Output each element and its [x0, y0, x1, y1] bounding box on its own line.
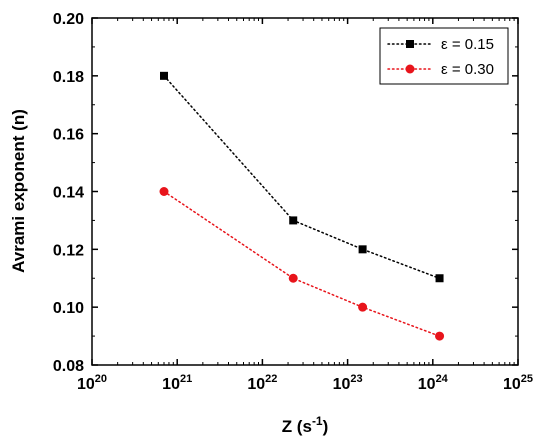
data-point-square	[435, 274, 444, 283]
y-tick-label: 0.08	[53, 358, 84, 375]
x-tick-label: 1024	[418, 373, 449, 393]
data-point-circle	[288, 273, 298, 283]
x-tick-label: 1023	[333, 373, 363, 393]
data-point-square	[358, 245, 367, 254]
y-tick-label: 0.16	[53, 127, 84, 144]
axis-ticks: 1020 1021 1022 1023 1024 1025 0.08 0.10 0.12 0.14…	[53, 11, 533, 393]
data-point-circle	[435, 331, 445, 341]
x-tick-label: 1022	[247, 373, 277, 393]
data-point-circle	[358, 302, 368, 312]
y-tick-label: 0.10	[53, 300, 84, 317]
data-point-square	[289, 216, 298, 225]
x-tick-label: 1025	[503, 373, 533, 393]
data-point-circle	[159, 187, 169, 196]
legend-label: ε = 0.15	[441, 36, 494, 53]
x-tick-label: 1020	[77, 373, 107, 393]
y-axis-title: Avrami exponent (n)	[9, 109, 28, 273]
legend-marker-circle	[405, 64, 415, 74]
y-tick-label: 0.14	[53, 185, 84, 202]
x-tick-label: 1021	[162, 373, 192, 393]
y-tick-label: 0.18	[53, 69, 84, 86]
legend-marker-square	[406, 40, 414, 48]
legend-box	[379, 27, 509, 85]
y-tick-label: 0.20	[53, 11, 84, 28]
series-line-1	[163, 75, 441, 280]
data-point-square	[160, 71, 169, 80]
legend: ε = 0.15 ε = 0.30	[379, 27, 509, 85]
series-line-2	[163, 190, 441, 337]
data-series	[159, 71, 445, 341]
x-axis-title: Z (s-1)	[282, 414, 329, 436]
legend-label: ε = 0.30	[441, 61, 494, 78]
y-tick-label: 0.12	[53, 242, 84, 259]
